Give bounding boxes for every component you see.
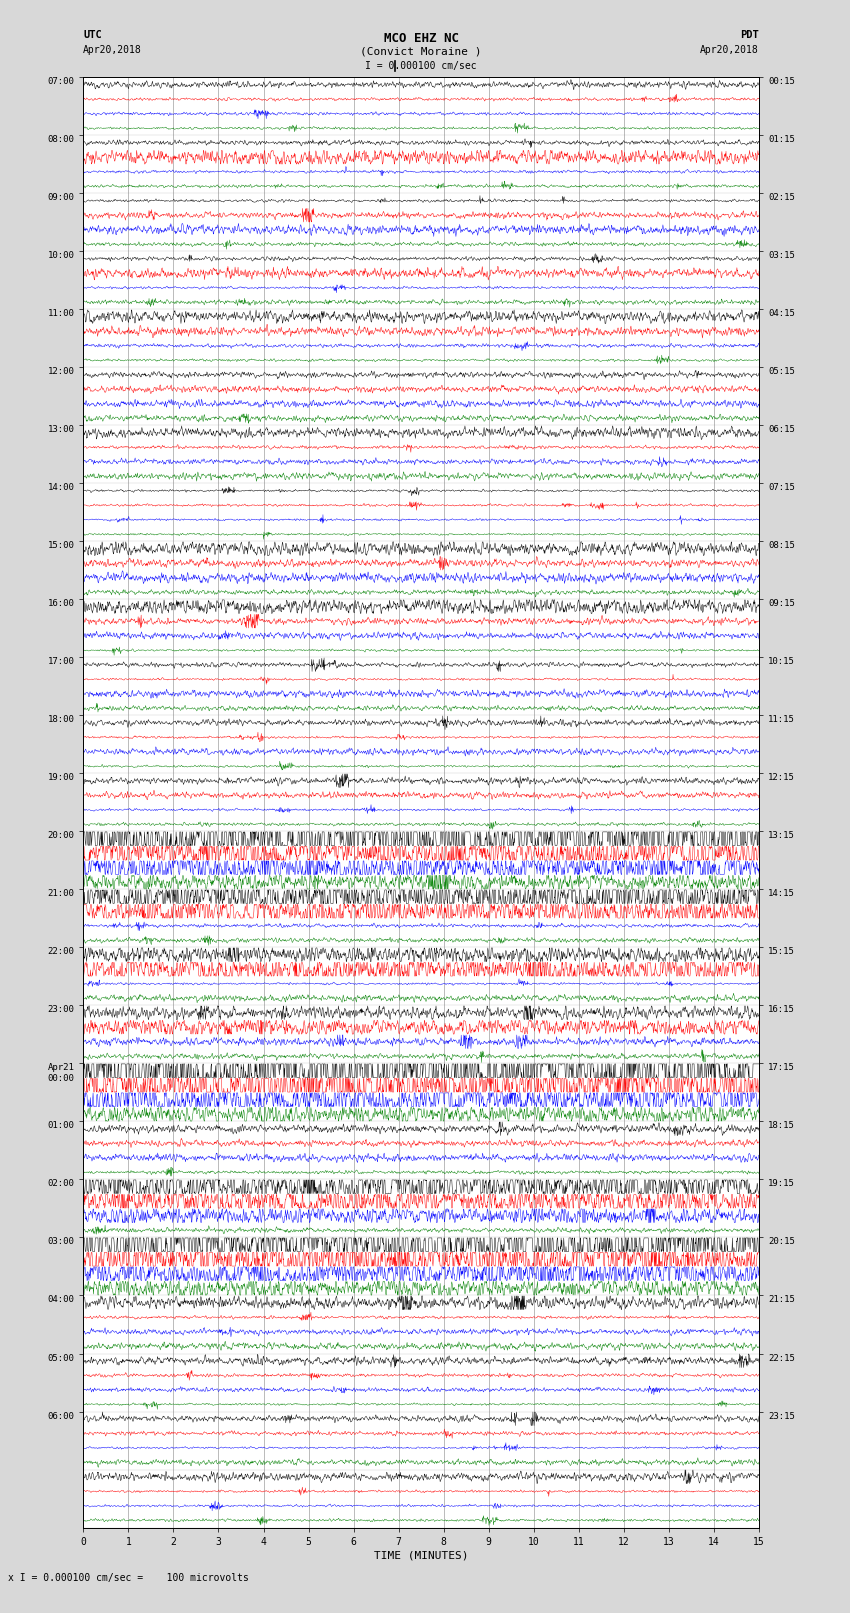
Text: PDT: PDT: [740, 31, 759, 40]
Text: MCO EHZ NC: MCO EHZ NC: [383, 32, 459, 45]
Text: Apr20,2018: Apr20,2018: [700, 45, 759, 55]
Text: I = 0.000100 cm/sec: I = 0.000100 cm/sec: [366, 61, 477, 71]
X-axis label: TIME (MINUTES): TIME (MINUTES): [374, 1550, 468, 1561]
Text: x I = 0.000100 cm/sec =    100 microvolts: x I = 0.000100 cm/sec = 100 microvolts: [8, 1573, 249, 1582]
Text: Apr20,2018: Apr20,2018: [83, 45, 142, 55]
Text: UTC: UTC: [83, 31, 102, 40]
Text: (Convict Moraine ): (Convict Moraine ): [360, 47, 482, 56]
